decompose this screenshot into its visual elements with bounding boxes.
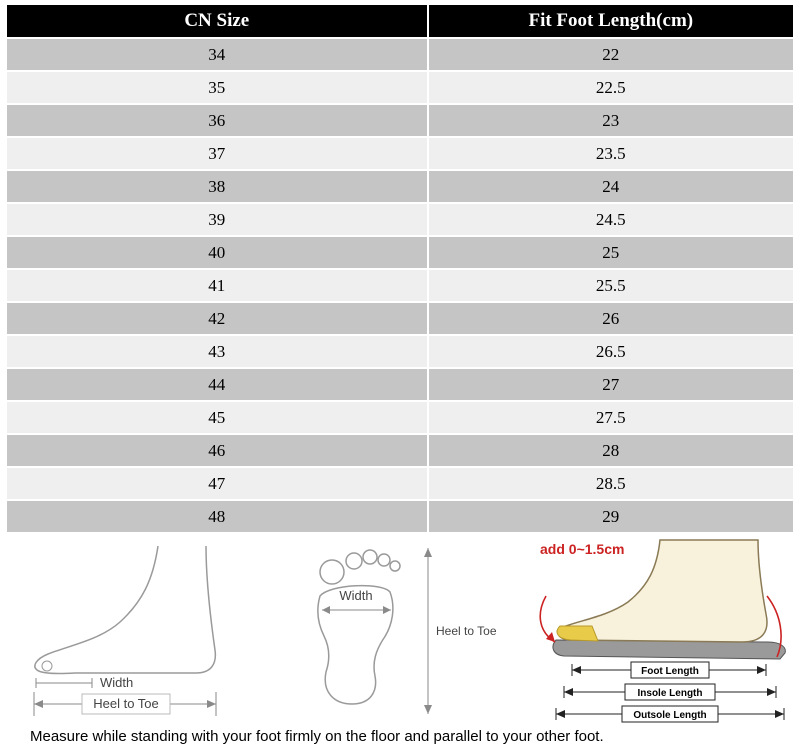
heel-curve (766, 595, 782, 658)
cn-size-cell: 37 (5, 136, 429, 171)
outsole-length-measure: Outsole Length (555, 705, 785, 723)
cn-size-cell: 41 (5, 268, 429, 303)
insole-length-label: Insole Length (638, 688, 703, 699)
footprint-heel-toe-arrow (424, 548, 432, 714)
cn-size-cell: 42 (5, 301, 429, 336)
column-header-foot-length: Fit Foot Length(cm) (426, 3, 796, 39)
table-row: 44 27 (5, 367, 796, 402)
table-row: 45 27.5 (5, 400, 796, 435)
cn-size-cell: 36 (5, 103, 429, 138)
foot-length-diagram: add 0~1.5cm Foot Length (539, 539, 786, 723)
table-row: 37 23.5 (5, 136, 796, 171)
cn-size-cell: 47 (5, 466, 429, 501)
foot-length-cell: 25.5 (426, 268, 796, 303)
cn-size-cell: 34 (5, 37, 429, 72)
foot-length-measure: Foot Length (571, 661, 767, 679)
cn-size-cell: 43 (5, 334, 429, 369)
footprint-heel-toe-label: Heel to Toe (436, 624, 497, 638)
foot-length-cell: 22.5 (426, 70, 796, 105)
foot-length-cell: 23.5 (426, 136, 796, 171)
size-chart-table: CN Size Fit Foot Length(cm) 34 22 35 22.5 36… (5, 3, 796, 534)
foot-length-cell: 27 (426, 367, 796, 402)
foot-length-cell: 26 (426, 301, 796, 336)
foot-length-cell: 29 (426, 499, 796, 534)
foot-length-cell: 28.5 (426, 466, 796, 501)
foot-length-cell: 24.5 (426, 202, 796, 237)
side-foot-outline (34, 545, 217, 675)
side-width-label: Width (100, 675, 133, 690)
side-width-measure (35, 678, 93, 688)
cn-size-cell: 40 (5, 235, 429, 270)
big-toe-detail (41, 660, 53, 672)
header-row: CN Size Fit Foot Length(cm) (5, 3, 796, 39)
table-row: 43 26.5 (5, 334, 796, 369)
table-row: 42 26 (5, 301, 796, 336)
column-header-cn-size: CN Size (5, 3, 429, 39)
foot-length-cell: 23 (426, 103, 796, 138)
foot-length-cell: 27.5 (426, 400, 796, 435)
foot-length-cell: 26.5 (426, 334, 796, 369)
foot-length-label: Foot Length (641, 666, 699, 677)
side-view-foot-diagram: Width Heel to Toe (33, 545, 217, 716)
table-row: 38 24 (5, 169, 796, 204)
foot-length-cell: 25 (426, 235, 796, 270)
measurement-instruction: Measure while standing with your foot fi… (30, 728, 604, 745)
add-allowance-label: add 0~1.5cm (540, 541, 624, 557)
table-row: 39 24.5 (5, 202, 796, 237)
toe-highlight (556, 625, 599, 642)
outsole-shape (552, 639, 786, 660)
table-row: 34 22 (5, 37, 796, 72)
footprint-width-arrow (322, 606, 391, 614)
foot-length-cell: 28 (426, 433, 796, 468)
footprint-outline (317, 549, 401, 705)
table-row: 47 28.5 (5, 466, 796, 501)
footprint-diagram: Width Heel to Toe (317, 548, 497, 714)
outsole-length-label: Outsole Length (633, 710, 706, 721)
cn-size-cell: 35 (5, 70, 429, 105)
table-row: 46 28 (5, 433, 796, 468)
footprint-width-label: Width (339, 588, 372, 603)
toe-allowance-arrowhead (546, 632, 555, 642)
insole-length-measure: Insole Length (563, 683, 777, 701)
cn-size-cell: 46 (5, 433, 429, 468)
table-row: 40 25 (5, 235, 796, 270)
side-heel-toe-label: Heel to Toe (93, 696, 159, 711)
cn-size-cell: 38 (5, 169, 429, 204)
cn-size-cell: 48 (5, 499, 429, 534)
foot-length-cell: 24 (426, 169, 796, 204)
table-row: 35 22.5 (5, 70, 796, 105)
table-row: 36 23 (5, 103, 796, 138)
table-row: 41 25.5 (5, 268, 796, 303)
cn-size-cell: 39 (5, 202, 429, 237)
foot-length-cell: 22 (426, 37, 796, 72)
side-heel-toe-measure: Heel to Toe (33, 692, 217, 716)
cn-size-cell: 45 (5, 400, 429, 435)
cn-size-cell: 44 (5, 367, 429, 402)
measurement-diagrams: Width Heel to Toe Width (0, 534, 800, 724)
size-table-body: 34 22 35 22.5 36 23 37 23.5 38 24 39 24.5 40 25 41 25.5… (5, 37, 796, 534)
size-chart-section: CN Size Fit Foot Length(cm) 34 22 35 22.5 36… (5, 3, 796, 534)
table-row: 48 29 (5, 499, 796, 534)
